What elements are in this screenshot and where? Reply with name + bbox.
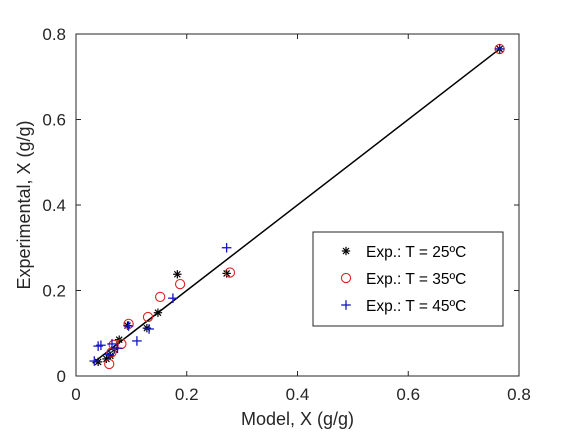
marker-circle: [224, 267, 236, 278]
legend: Exp.: T = 25ºC Exp.: T = 35ºC Exp.: T = 45…: [312, 231, 504, 327]
data-point: [108, 339, 119, 350]
y-tick-label: 0.6: [42, 111, 66, 130]
data-point: [89, 356, 100, 366]
x-tick-label: 0.2: [175, 385, 199, 404]
y-tick-label: 0.2: [42, 282, 66, 301]
data-point: [153, 308, 163, 317]
y-tick-label: 0.8: [42, 25, 66, 44]
legend-box: [312, 231, 504, 327]
data-point: [155, 291, 166, 303]
y-axis-title: Experimental, X (g/g): [14, 120, 34, 289]
data-point: [221, 242, 232, 253]
legend-marker: [340, 272, 352, 284]
y-tick-label: 0.4: [42, 196, 66, 215]
marker-circle: [174, 278, 186, 290]
marker-circle: [142, 311, 154, 323]
marker-star-d2: [94, 358, 102, 366]
data-point: [174, 278, 186, 290]
data-point: [93, 357, 103, 367]
axes: 0 0.2 0.4 0.6 0.8 0 0.2 0.4 0.6 0.8: [42, 25, 530, 404]
data-point: [104, 349, 115, 360]
data-point: [173, 270, 182, 279]
data-point: [494, 44, 505, 54]
x-tick-label: 0.8: [507, 385, 531, 404]
legend-label: Exp.: T = 35ºC: [366, 271, 466, 288]
data-point: [142, 323, 152, 333]
data-point: [224, 267, 236, 278]
marker-circle: [340, 272, 352, 284]
legend-item-2: Exp.: T = 35ºC: [340, 271, 466, 288]
data-point: [168, 293, 178, 303]
marker-star-d2: [342, 247, 350, 255]
series-3: [89, 44, 505, 366]
y-tick-label: 0: [57, 367, 66, 386]
legend-item-1: Exp.: T = 25ºC: [341, 244, 466, 261]
data-point: [222, 269, 231, 278]
data-point: [123, 321, 134, 331]
data-point: [104, 358, 115, 370]
x-tick-label: 0.6: [396, 385, 420, 404]
marker-circle: [108, 339, 119, 350]
marker-star-d2: [173, 270, 181, 278]
data-marks: [89, 43, 505, 370]
data-point: [142, 311, 154, 323]
data-point: [107, 339, 117, 349]
marker-star-d2: [223, 269, 231, 277]
marker-circle: [155, 291, 166, 303]
data-point: [112, 343, 123, 354]
marker-star-d2: [154, 309, 162, 317]
data-point: [132, 336, 142, 346]
legend-label: Exp.: T = 25ºC: [366, 244, 466, 261]
marker-circle: [104, 358, 115, 370]
legend-item-3: Exp.: T = 45ºC: [341, 298, 466, 315]
marker-star-d2: [103, 355, 110, 363]
data-point: [93, 341, 103, 351]
x-tick-label: 0.4: [286, 385, 310, 404]
marker-star-d2: [106, 352, 114, 360]
x-tick-label: 0: [71, 385, 80, 404]
legend-marker: [341, 300, 351, 310]
legend-marker: [341, 246, 351, 256]
data-point: [144, 324, 154, 334]
x-axis-title: Model, X (g/g): [241, 409, 354, 429]
legend-label: Exp.: T = 45ºC: [366, 298, 466, 315]
